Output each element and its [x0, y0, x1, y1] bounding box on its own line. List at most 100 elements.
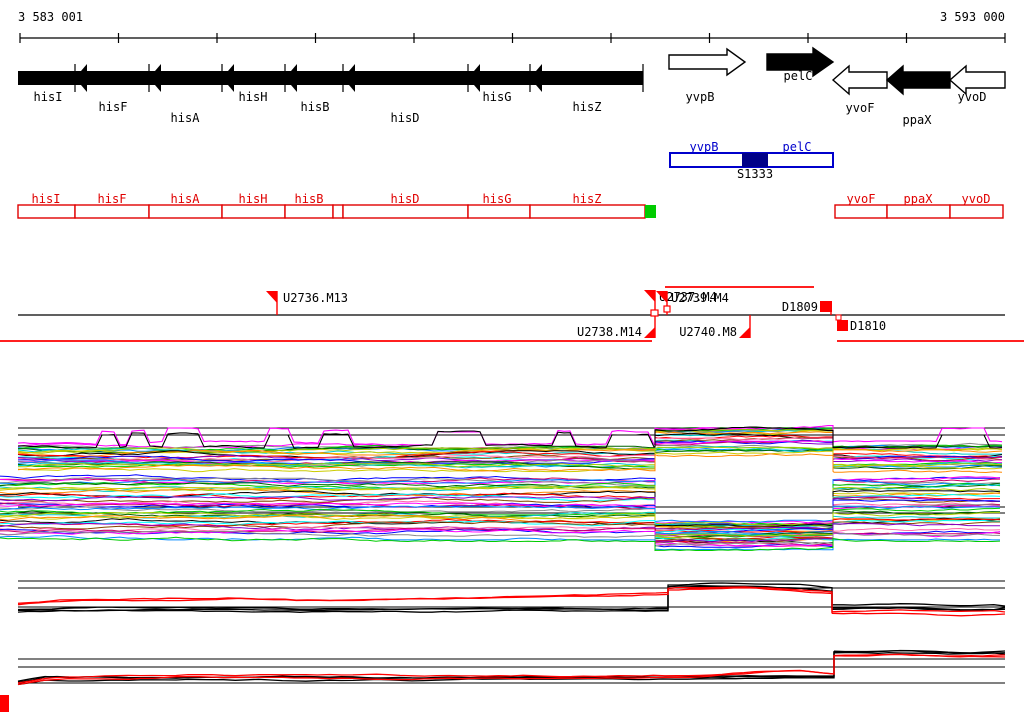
condition-trace-red: [17, 587, 1006, 617]
flag-square[interactable]: [837, 320, 848, 331]
gene-label-yvoF: yvoF: [846, 101, 875, 115]
gene-box[interactable]: [886, 204, 951, 219]
box-label-hisG: hisG: [483, 192, 512, 206]
expression-trace-upper: [17, 446, 1003, 468]
gene-box[interactable]: [17, 204, 76, 219]
flag-label: U2738.M14: [577, 325, 642, 339]
gene-arrowhead-left[interactable]: [343, 64, 355, 92]
probe-flag-D1810[interactable]: D1810: [835, 314, 886, 333]
box-label-hisA: hisA: [171, 192, 201, 206]
gene-arrows-track[interactable]: hisI hisF hisA hisH hisB hisD hisG hisZ yvpB pelC…: [18, 46, 1006, 127]
box-label-hisH: hisH: [239, 192, 268, 206]
box-label-hisD: hisD: [391, 192, 420, 206]
gene-arrowhead-left[interactable]: [285, 64, 297, 92]
flag-label: U2737.M4: [659, 290, 717, 304]
expression-plot-lower: [0, 649, 1006, 712]
probe-flag-U2737.M4[interactable]: U2737.M4: [644, 290, 717, 315]
gene-box[interactable]: [342, 204, 469, 219]
condition-trace-black: [18, 585, 1006, 612]
gene-arrowhead-left[interactable]: [222, 64, 234, 92]
expression-trace-upper: [17, 453, 1003, 474]
flag-label: U2740.M8: [679, 325, 737, 339]
gene-label-hisH: hisH: [239, 90, 268, 104]
flag-triangle-up[interactable]: [644, 290, 655, 302]
gene-box[interactable]: [834, 204, 888, 219]
flag-triangle-up[interactable]: [266, 291, 277, 303]
gene-label-hisD: hisD: [391, 111, 420, 125]
gene-label-hisF: hisF: [99, 100, 128, 114]
gene-box[interactable]: [74, 204, 150, 219]
probe-flag-U2740.M8[interactable]: U2740.M8: [679, 315, 751, 339]
box-label-yvoF: yvoF: [847, 192, 876, 206]
gene-box[interactable]: [148, 204, 223, 219]
gene-box[interactable]: [949, 204, 1004, 219]
coordinate-start: 3 583 001: [18, 10, 83, 24]
box-label-hisF: hisF: [98, 192, 127, 206]
expression-trace-upper: [17, 450, 1003, 473]
probe-flag-D1809[interactable]: D1809: [782, 300, 832, 315]
probe-flag-U2739.M4[interactable]: U2739.M4: [656, 291, 729, 315]
transcript-bar-track[interactable]: yvpB pelC S1333: [669, 140, 834, 181]
box-label-hisZ: hisZ: [573, 192, 602, 206]
flag-label: U2739.M4: [671, 291, 729, 305]
gene-arrowhead-left[interactable]: [149, 64, 161, 92]
box-label-ppaX: ppaX: [904, 192, 934, 206]
condition-trace-black: [17, 582, 1006, 611]
gene-label-hisA: hisA: [171, 111, 201, 125]
gene-arrow-yvoF[interactable]: [831, 64, 888, 96]
transcript-segment-S1333[interactable]: [742, 153, 768, 167]
flag-triangle-down[interactable]: [739, 327, 750, 338]
expression-trace-upper: [17, 434, 1003, 460]
transcript-label-yvpB: yvpB: [690, 140, 719, 154]
flag-triangle-up[interactable]: [656, 291, 667, 303]
gene-box[interactable]: [221, 204, 286, 219]
box-label-yvoD: yvoD: [962, 192, 991, 206]
flag-square[interactable]: [820, 301, 832, 312]
gene-arrow-pelC[interactable]: [766, 46, 835, 78]
his-operon-bar[interactable]: [18, 71, 643, 85]
condition-trace-red: [17, 586, 1006, 613]
gene-label-ppaX: ppaX: [903, 113, 933, 127]
gene-label-hisB: hisB: [301, 100, 330, 114]
gene-arrow-yvoD[interactable]: [948, 64, 1006, 96]
gene-box[interactable]: [284, 204, 334, 219]
gene-label-pelC: pelC: [784, 69, 813, 83]
condition-trace-black: [17, 651, 1006, 686]
condition-trace-red: [17, 653, 1006, 686]
coordinate-end: 3 593 000: [940, 10, 1005, 24]
gene-label-hisI: hisI: [34, 90, 63, 104]
gene-arrow-ppaX[interactable]: [885, 64, 951, 96]
coordinate-ruler: 3 583 001 3 593 000: [18, 10, 1006, 43]
gene-box[interactable]: [467, 204, 531, 219]
gene-arrowhead-left[interactable]: [468, 64, 480, 92]
gene-arrow-yvpB[interactable]: [668, 47, 747, 77]
condition-trace-black: [17, 586, 1006, 613]
gene-box[interactable]: [332, 204, 344, 219]
expression-trace-upper: [17, 426, 1002, 452]
flag-label: D1810: [850, 319, 886, 333]
probe-flag-U2736.M13[interactable]: U2736.M13: [266, 291, 348, 315]
box-label-hisI: hisI: [32, 192, 61, 206]
gene-label-hisG: hisG: [483, 90, 512, 104]
flag-anchor-square: [835, 314, 842, 321]
probe-flag-U2738.M14[interactable]: U2738.M14: [577, 315, 656, 339]
expression-plot-multicolor: [0, 425, 1005, 552]
green-feature-box[interactable]: [645, 205, 656, 218]
gene-boxes-track[interactable]: hisI hisF hisA hisH hisB hisD hisG hisZ yvoF ppaX…: [17, 192, 1004, 219]
gene-box[interactable]: [529, 204, 646, 219]
expression-trace-upper: [17, 440, 1003, 466]
flag-label: U2736.M13: [283, 291, 348, 305]
flag-label: D1809: [782, 300, 818, 314]
red-corner-mark: [0, 695, 9, 712]
flag-triangle-down[interactable]: [644, 327, 655, 338]
box-label-hisB: hisB: [295, 192, 324, 206]
gene-label-yvpB: yvpB: [686, 90, 715, 104]
transcript-label-pelC: pelC: [783, 140, 812, 154]
gene-arrowhead-left[interactable]: [75, 64, 87, 92]
expression-trace-upper: [17, 445, 1003, 469]
expression-trace-upper: [17, 430, 1003, 455]
gene-arrowhead-left[interactable]: [530, 64, 542, 92]
